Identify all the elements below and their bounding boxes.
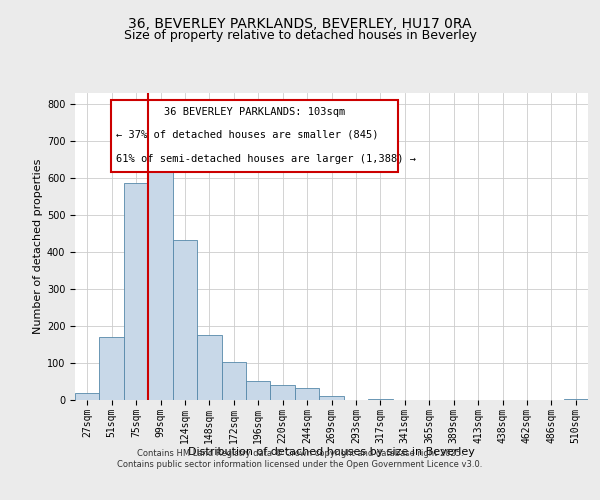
Y-axis label: Number of detached properties: Number of detached properties [32, 158, 43, 334]
Text: Contains HM Land Registry data © Crown copyright and database right 2025.: Contains HM Land Registry data © Crown c… [137, 448, 463, 458]
Text: Contains public sector information licensed under the Open Government Licence v3: Contains public sector information licen… [118, 460, 482, 469]
Bar [197, 335, 221, 400]
Bar [295, 388, 319, 400]
X-axis label: Distribution of detached houses by size in Beverley: Distribution of detached houses by size … [188, 447, 475, 457]
Bar [148, 160, 173, 400]
Bar [221, 362, 246, 400]
Text: 61% of semi-detached houses are larger (1,388) →: 61% of semi-detached houses are larger (… [116, 154, 416, 164]
Text: ← 37% of detached houses are smaller (845): ← 37% of detached houses are smaller (84… [116, 130, 379, 140]
Text: Size of property relative to detached houses in Beverley: Size of property relative to detached ho… [124, 29, 476, 42]
Text: 36, BEVERLEY PARKLANDS, BEVERLEY, HU17 0RA: 36, BEVERLEY PARKLANDS, BEVERLEY, HU17 0… [128, 18, 472, 32]
Bar [124, 184, 148, 400]
FancyBboxPatch shape [111, 100, 398, 172]
Bar [319, 396, 344, 400]
Text: 36 BEVERLEY PARKLANDS: 103sqm: 36 BEVERLEY PARKLANDS: 103sqm [164, 107, 345, 117]
Bar [246, 380, 271, 400]
Bar [100, 337, 124, 400]
Bar [368, 399, 392, 400]
Bar [75, 392, 100, 400]
Bar [173, 240, 197, 400]
Bar [271, 385, 295, 400]
